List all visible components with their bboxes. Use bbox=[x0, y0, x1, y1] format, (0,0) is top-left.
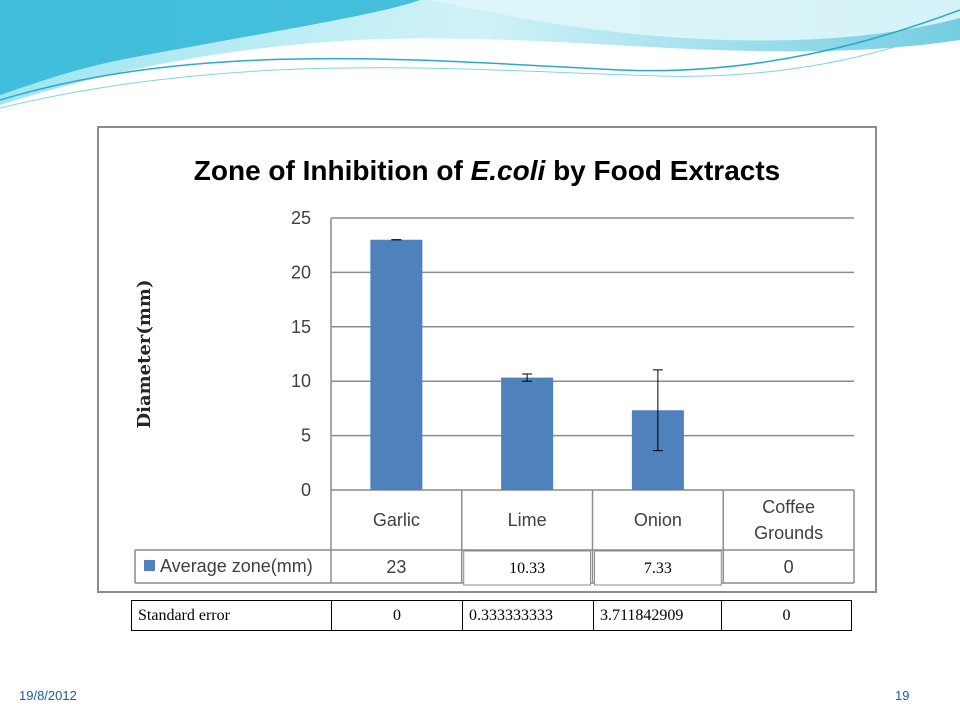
y-tick-labels: 0 5 10 15 20 25 bbox=[291, 208, 311, 500]
error-bars bbox=[391, 239, 663, 452]
legend-key bbox=[144, 560, 155, 571]
slide-page-number: 19 bbox=[895, 688, 910, 703]
y-tick-label: 20 bbox=[291, 262, 311, 282]
data-label: 7.33 bbox=[644, 560, 672, 577]
legend-label: Average zone(mm) bbox=[160, 556, 313, 576]
se-value-onion: 3.711842909 bbox=[593, 600, 722, 631]
background-waves bbox=[0, 0, 960, 109]
y-tick-label: 10 bbox=[291, 371, 311, 391]
y-tick-label: 15 bbox=[291, 317, 311, 337]
category-label: Coffee Grounds bbox=[754, 497, 823, 543]
bar-garlic bbox=[370, 239, 423, 490]
bars bbox=[370, 239, 684, 490]
y-axis-label: Diameter(mm) bbox=[134, 280, 155, 429]
y-tick-label: 0 bbox=[301, 480, 311, 500]
y-tick-label: 5 bbox=[301, 426, 311, 446]
se-value-coffee: 0 bbox=[721, 600, 852, 631]
se-label: Standard error bbox=[131, 600, 332, 631]
category-label: Lime bbox=[508, 510, 547, 530]
se-value-lime: 0.333333333 bbox=[462, 600, 594, 631]
se-value-garlic: 0 bbox=[331, 600, 463, 631]
data-label: 10.33 bbox=[509, 560, 545, 577]
error-bar bbox=[652, 369, 663, 452]
value-cell-box bbox=[463, 550, 591, 586]
y-tick-label: 25 bbox=[291, 208, 311, 228]
category-label: Garlic bbox=[373, 510, 420, 530]
category-label: Onion bbox=[634, 510, 682, 530]
slide-date: 19/8/2012 bbox=[19, 688, 77, 703]
value-cell-box bbox=[594, 550, 722, 586]
bar-lime bbox=[501, 377, 554, 490]
table-row: Standard error 0 0.333333333 3.711842909… bbox=[131, 600, 852, 631]
data-label: 23 bbox=[386, 557, 406, 577]
chart-title: Zone of Inhibition of E.coli by Food Ext… bbox=[194, 155, 780, 186]
data-label: 0 bbox=[784, 557, 794, 577]
error-bar bbox=[522, 373, 533, 382]
data-table: Garlic 23 Lime 10.33 Onion 7.33 Coffee Grounds 0… bbox=[134, 490, 855, 586]
chart-frame bbox=[97, 126, 877, 593]
standard-error-table: Standard error 0 0.333333333 3.711842909… bbox=[131, 600, 852, 631]
